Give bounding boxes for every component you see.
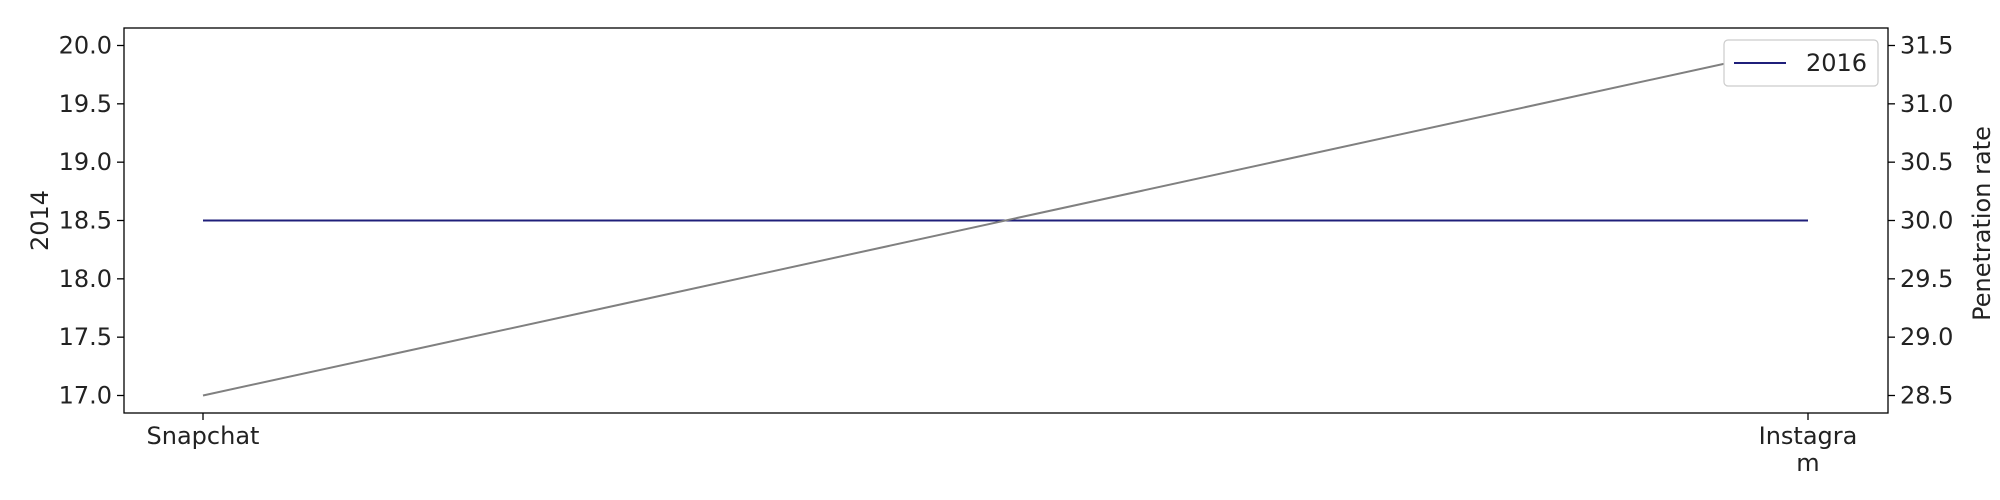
left-axis-title: 2014 [26,190,54,251]
left-tick-label: 19.0 [59,148,112,176]
left-tick-label: 18.0 [59,265,112,293]
left-tick-label: 17.0 [59,382,112,410]
left-tick-label: 19.5 [59,90,112,118]
x-axis: Snapchat Instagra m [147,413,1858,477]
right-tick-label: 28.5 [1900,382,1953,410]
left-axis: 17.0 17.5 18.0 18.5 19.0 19.5 20.0 [59,32,124,410]
right-axis-title: Penetration rate [1968,126,1996,321]
legend-box [1723,39,1879,87]
right-tick-label: 31.0 [1900,90,1953,118]
right-tick-label: 29.5 [1900,265,1953,293]
legend-label-2016: 2016 [1806,49,1867,77]
x-tick-label: Instagra m [1759,422,1858,477]
right-tick-label: 29.0 [1900,323,1953,351]
right-tick-label: 30.5 [1900,148,1953,176]
x-tick-label: Snapchat [147,422,260,450]
right-axis: 28.5 29.0 29.5 30.0 30.5 31.0 31.5 [1888,32,1953,410]
legend: 2016 [1723,39,1879,87]
right-tick-label: 31.5 [1900,32,1953,60]
series-layer [202,44,1809,397]
left-tick-label: 18.5 [59,207,112,235]
right-tick-label: 30.0 [1900,207,1953,235]
left-tick-label: 17.5 [59,323,112,351]
left-tick-label: 20.0 [59,32,112,60]
series-line-right-axis [202,44,1809,397]
